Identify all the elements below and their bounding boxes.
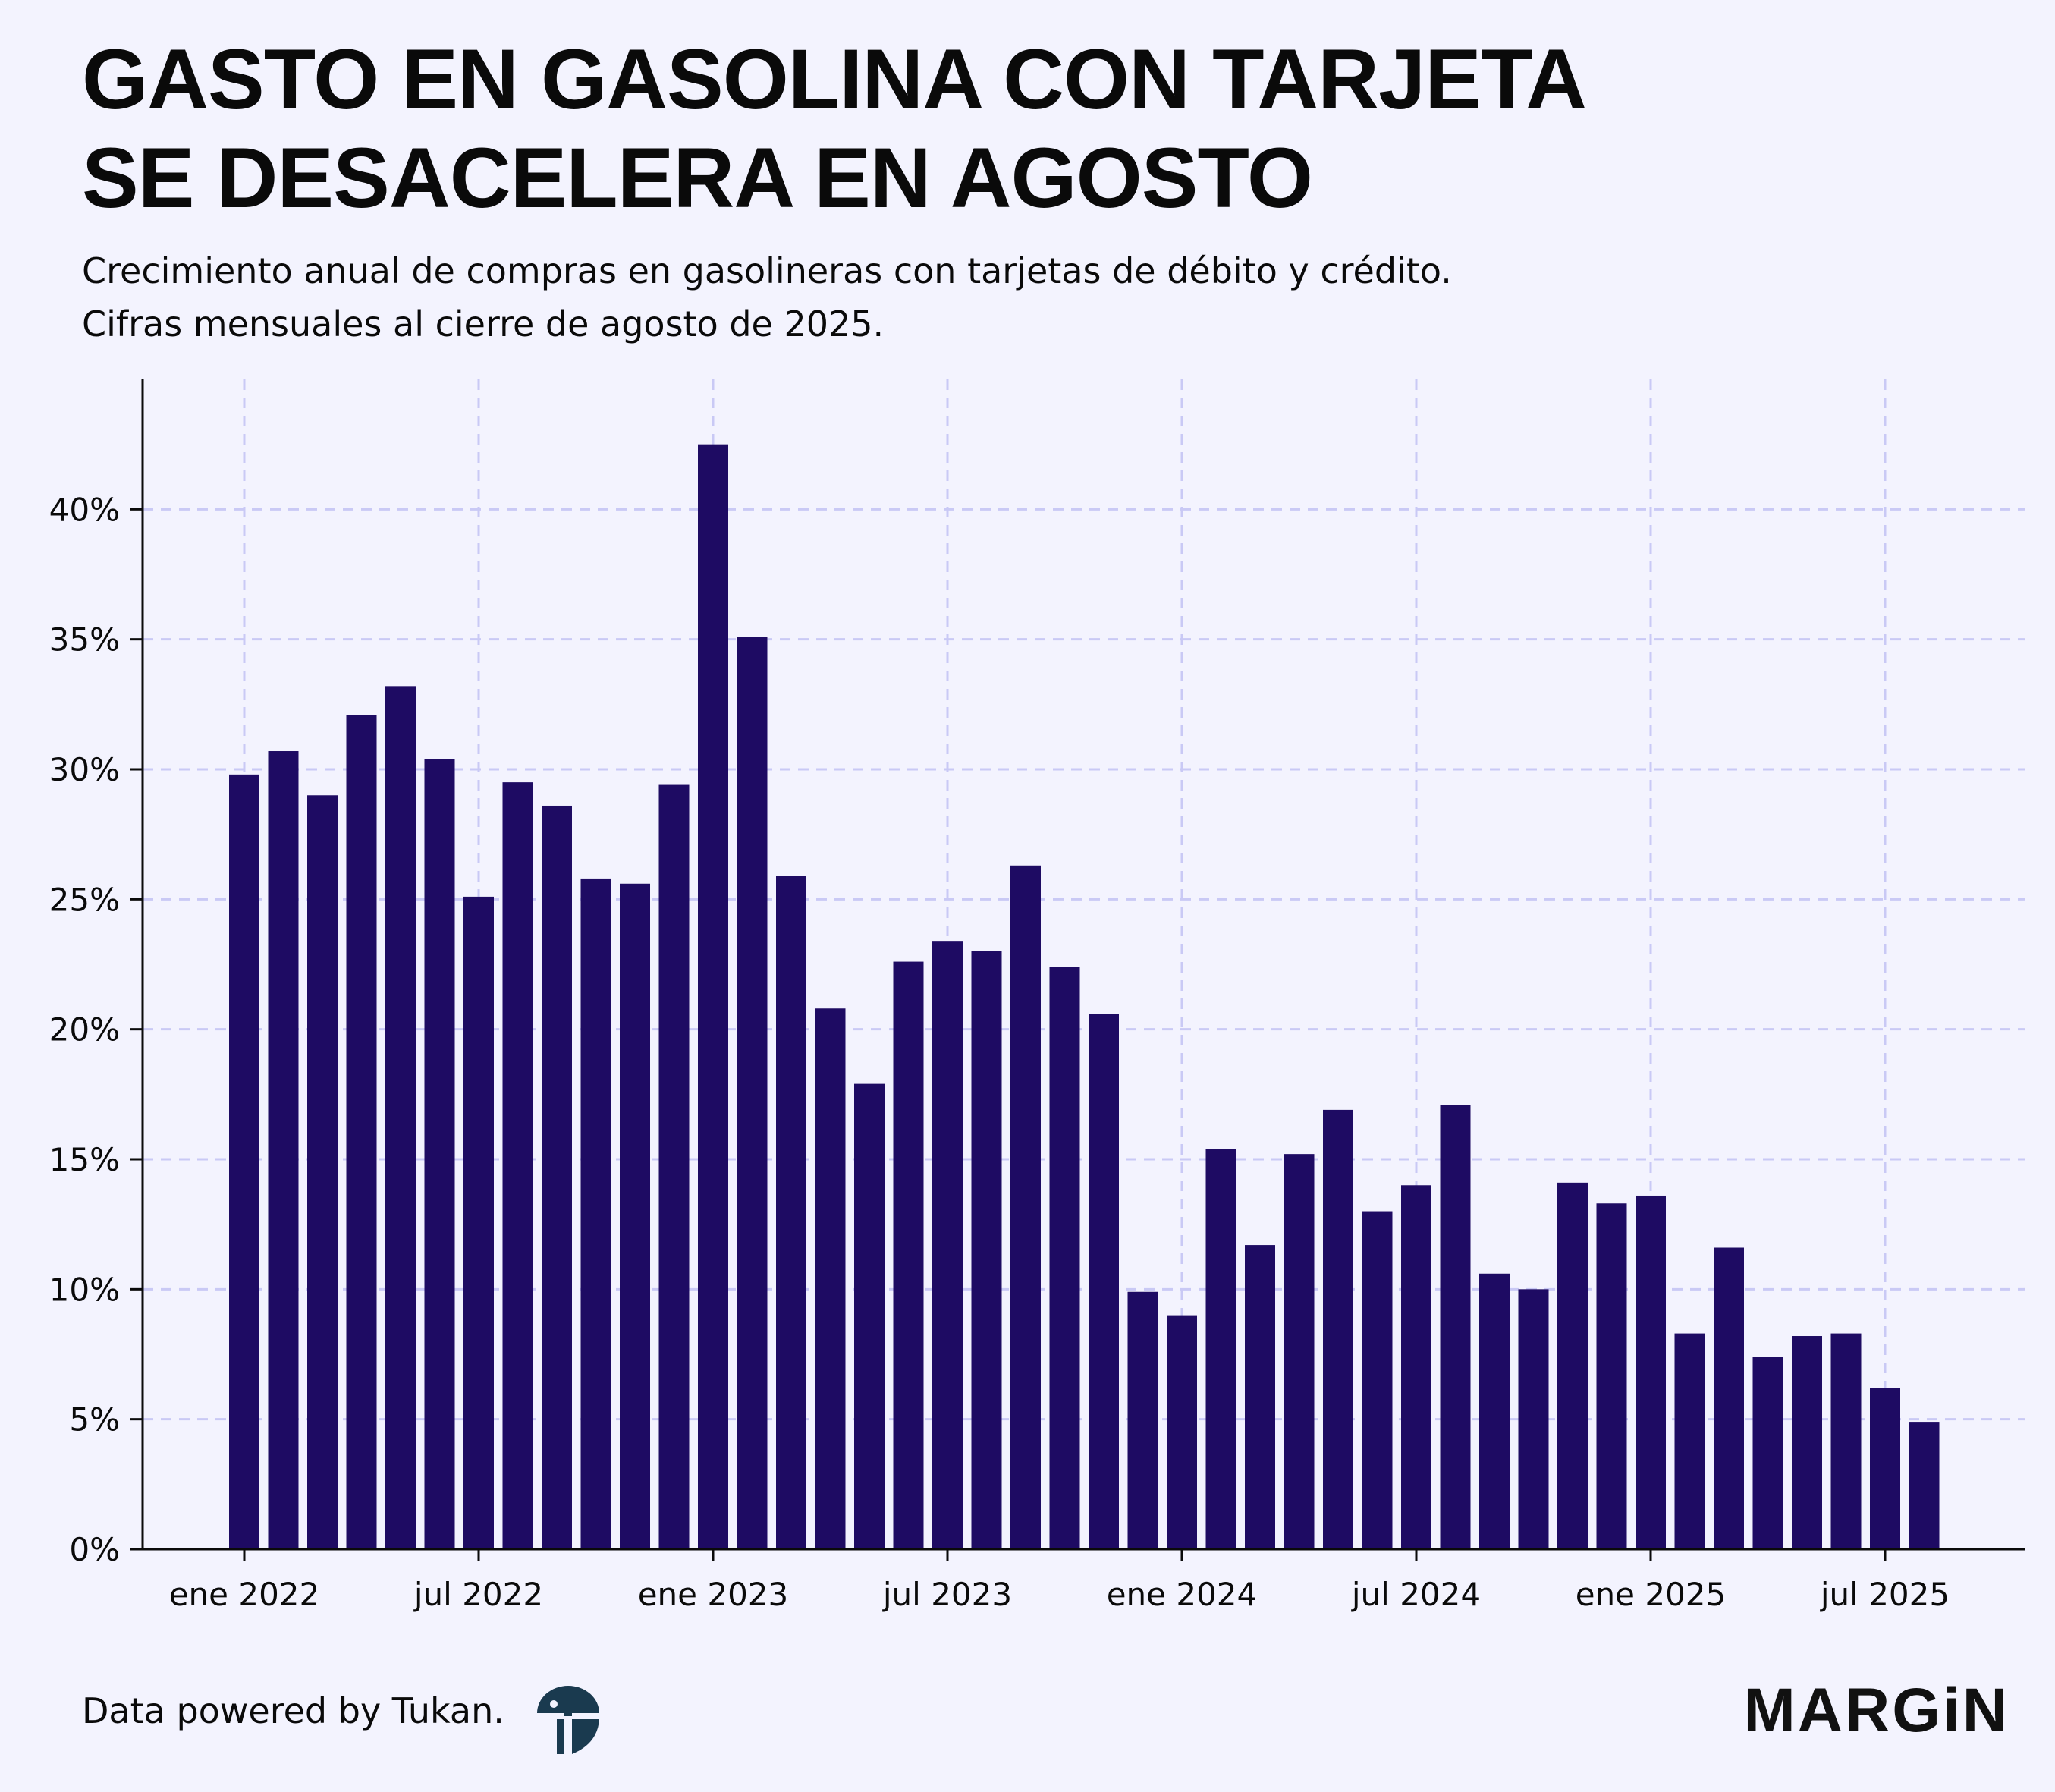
bar-2022-01: [229, 774, 259, 1549]
data-source-note: Data powered by Tukan.: [82, 1690, 504, 1731]
bar-2024-10: [1518, 1289, 1549, 1549]
y-tick-label: 0%: [69, 1531, 120, 1568]
x-tick-label: jul 2025: [1820, 1576, 1950, 1613]
bar-2022-04: [346, 715, 377, 1549]
y-tick-label: 35%: [49, 621, 120, 659]
bar-2025-07: [1870, 1388, 1900, 1549]
y-tick-label: 20%: [49, 1011, 120, 1048]
bar-2022-07: [463, 896, 494, 1549]
y-tick-label: 30%: [49, 751, 120, 788]
bar-2023-03: [776, 876, 806, 1549]
chart-subtitle-line-1: Crecimiento anual de compras en gasoline…: [82, 250, 1452, 291]
y-tick-label: 5%: [69, 1401, 120, 1438]
bar-2023-07: [932, 941, 963, 1549]
bar-2025-05: [1792, 1336, 1822, 1549]
tukan-logo-icon: [537, 1686, 599, 1754]
x-tick-label: ene 2023: [638, 1576, 789, 1613]
bar-2022-03: [307, 795, 338, 1549]
y-tick-label: 25%: [49, 881, 120, 918]
bar-2022-02: [268, 751, 299, 1549]
bar-2025-04: [1752, 1357, 1783, 1549]
bar-2025-02: [1674, 1333, 1705, 1549]
bar-2024-08: [1440, 1105, 1471, 1549]
bar-2025-01: [1636, 1195, 1666, 1549]
bar-2024-07: [1401, 1185, 1431, 1549]
x-tick-label: jul 2022: [413, 1576, 543, 1613]
bar-2023-06: [893, 961, 924, 1549]
bar-2022-05: [385, 686, 416, 1549]
bar-2024-11: [1557, 1182, 1588, 1549]
chart-title-line-1: GASTO EN GASOLINA CON TARJETA: [82, 32, 1587, 127]
bar-2025-08: [1909, 1422, 1940, 1549]
bar-2024-05: [1323, 1109, 1353, 1549]
bar-2025-06: [1830, 1333, 1862, 1549]
x-tick-label: ene 2024: [1107, 1576, 1258, 1613]
bar-chart: 0% 5% 10% 15% 20% 25% 30% 35% 40% ene 2022 jul 202…: [49, 379, 2025, 1613]
x-tick-label: jul 2024: [1351, 1576, 1481, 1613]
x-tick-label: jul 2023: [882, 1576, 1012, 1613]
bar-2024-01: [1167, 1315, 1197, 1549]
chart-subtitle: Crecimiento anual de compras en gasoline…: [82, 244, 1452, 351]
x-tick-label: ene 2025: [1576, 1576, 1727, 1613]
x-tick-label: ene 2022: [169, 1576, 320, 1613]
bar-2023-11: [1089, 1014, 1119, 1549]
bar-2022-06: [424, 759, 455, 1549]
bar-2023-10: [1049, 967, 1080, 1549]
bar-2022-09: [542, 805, 572, 1549]
chart-title: GASTO EN GASOLINA CON TARJETA SE DESACEL…: [82, 30, 1751, 228]
chart-title-line-2: SE DESACELERA EN AGOSTO: [82, 130, 1313, 225]
bar-2024-02: [1205, 1149, 1236, 1549]
bar-2024-06: [1362, 1211, 1393, 1549]
bar-2022-12: [658, 784, 690, 1549]
bar-2022-11: [620, 883, 650, 1549]
bar-2023-05: [854, 1083, 885, 1549]
y-tick-label: 10%: [49, 1271, 120, 1308]
axis-layer: [130, 379, 2025, 1561]
bar-2024-09: [1479, 1273, 1510, 1549]
bar-2023-12: [1127, 1291, 1158, 1549]
bar-2023-01: [698, 444, 728, 1549]
y-tick-label: 40%: [49, 491, 120, 528]
y-tick-label: 15%: [49, 1141, 120, 1178]
bar-2024-04: [1284, 1154, 1315, 1549]
bar-layer: [229, 444, 1940, 1549]
bar-2022-08: [502, 782, 533, 1549]
label-layer: 0% 5% 10% 15% 20% 25% 30% 35% 40% ene 2022 jul 202…: [49, 491, 1950, 1613]
bar-2025-03: [1714, 1247, 1744, 1549]
margin-brand-logo: MARGiN: [1743, 1676, 2009, 1745]
chart-subtitle-line-2: Cifras mensuales al cierre de agosto de …: [82, 303, 885, 344]
bar-2023-09: [1010, 865, 1041, 1549]
bar-2023-02: [737, 637, 768, 1549]
bar-2023-08: [971, 951, 1002, 1549]
bar-2024-12: [1596, 1203, 1627, 1549]
bar-2023-04: [815, 1008, 846, 1549]
bar-2022-10: [580, 878, 611, 1549]
bar-2024-03: [1245, 1245, 1275, 1549]
